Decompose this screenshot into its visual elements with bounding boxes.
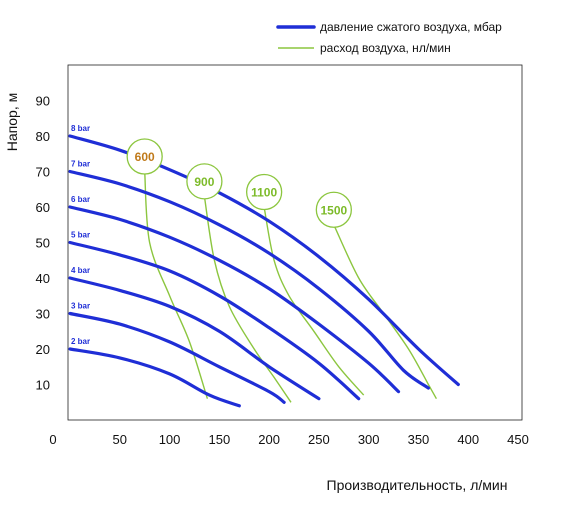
air-flow-bubble [245, 173, 283, 211]
plot-frame [67, 64, 523, 421]
pressure-curve-6-bar [68, 205, 401, 394]
pressure-label: 4 bar [71, 266, 90, 275]
pressure-label: 5 bar [71, 231, 90, 240]
x-tick-label: 450 [507, 432, 529, 447]
y-tick-label: 30 [36, 307, 50, 322]
air-flow-bubble [186, 163, 223, 200]
pressure-curve-3-bar [68, 311, 286, 404]
pressure-curves: 2 bar 3 bar 4 bar 5 bar 6 bar 7 bar 8 bar [68, 124, 460, 408]
pressure-label: 2 bar [71, 337, 90, 346]
pressure-curve-5-bar [68, 240, 361, 401]
x-tick-label: 100 [159, 432, 181, 447]
air-flow-bubble [315, 191, 352, 228]
pressure-label: 6 bar [71, 195, 90, 204]
y-tick-label: 60 [36, 200, 50, 215]
air-flow-curve-1500 [333, 224, 438, 400]
y-tick-label: 20 [36, 342, 50, 357]
y-tick-label: 40 [36, 271, 50, 286]
x-tick-label: 400 [457, 432, 479, 447]
air-flow-value: 600 [135, 150, 155, 164]
air-flow-curves [144, 171, 438, 403]
legend-label-pressure: давление сжатого воздуха, мбар [320, 20, 502, 34]
y-tick-label: 10 [36, 378, 50, 393]
pressure-curve-2-bar [68, 347, 241, 408]
pressure-curve-7-bar [68, 169, 430, 390]
y-tick-label: 80 [36, 129, 50, 144]
air-flow-curve-1100 [263, 206, 365, 396]
x-tick-label: 150 [208, 432, 230, 447]
legend-label-air: расход воздуха, нл/мин [320, 41, 451, 55]
air-flow-labels: 600 900 1100 1500 [126, 138, 352, 228]
pressure-curve-4-bar [68, 276, 321, 401]
y-tick-label: 70 [36, 165, 50, 180]
pressure-curve-8-bar [68, 134, 460, 387]
air-flow-value: 1100 [251, 186, 277, 200]
x-tick-label: 50 [113, 432, 127, 447]
pressure-label: 8 bar [71, 124, 90, 133]
x-tick-label: 0 [49, 432, 56, 447]
x-axis-title: Производительность, л/мин [327, 477, 508, 493]
air-flow-bubble [126, 138, 163, 175]
air-flow-curve-600 [144, 171, 209, 399]
y-tick-label: 50 [36, 236, 50, 251]
legend: давление сжатого воздуха, мбар расход во… [276, 20, 502, 55]
tick-labels: 0 50 100 150 200 250 300 350 400 450 10 20 30 40 50 60 7… [36, 94, 529, 448]
air-flow-value: 900 [194, 175, 214, 189]
air-flow-curve-900 [203, 196, 292, 403]
air-flow-value: 1500 [320, 203, 347, 217]
x-tick-label: 250 [308, 432, 330, 447]
y-axis-title: Напор, м [4, 93, 20, 151]
y-tick-label: 90 [36, 94, 50, 109]
pressure-label: 3 bar [71, 302, 90, 311]
pressure-label: 7 bar [71, 160, 90, 169]
x-tick-label: 200 [258, 432, 280, 447]
x-tick-label: 300 [358, 432, 380, 447]
x-tick-label: 350 [408, 432, 430, 447]
